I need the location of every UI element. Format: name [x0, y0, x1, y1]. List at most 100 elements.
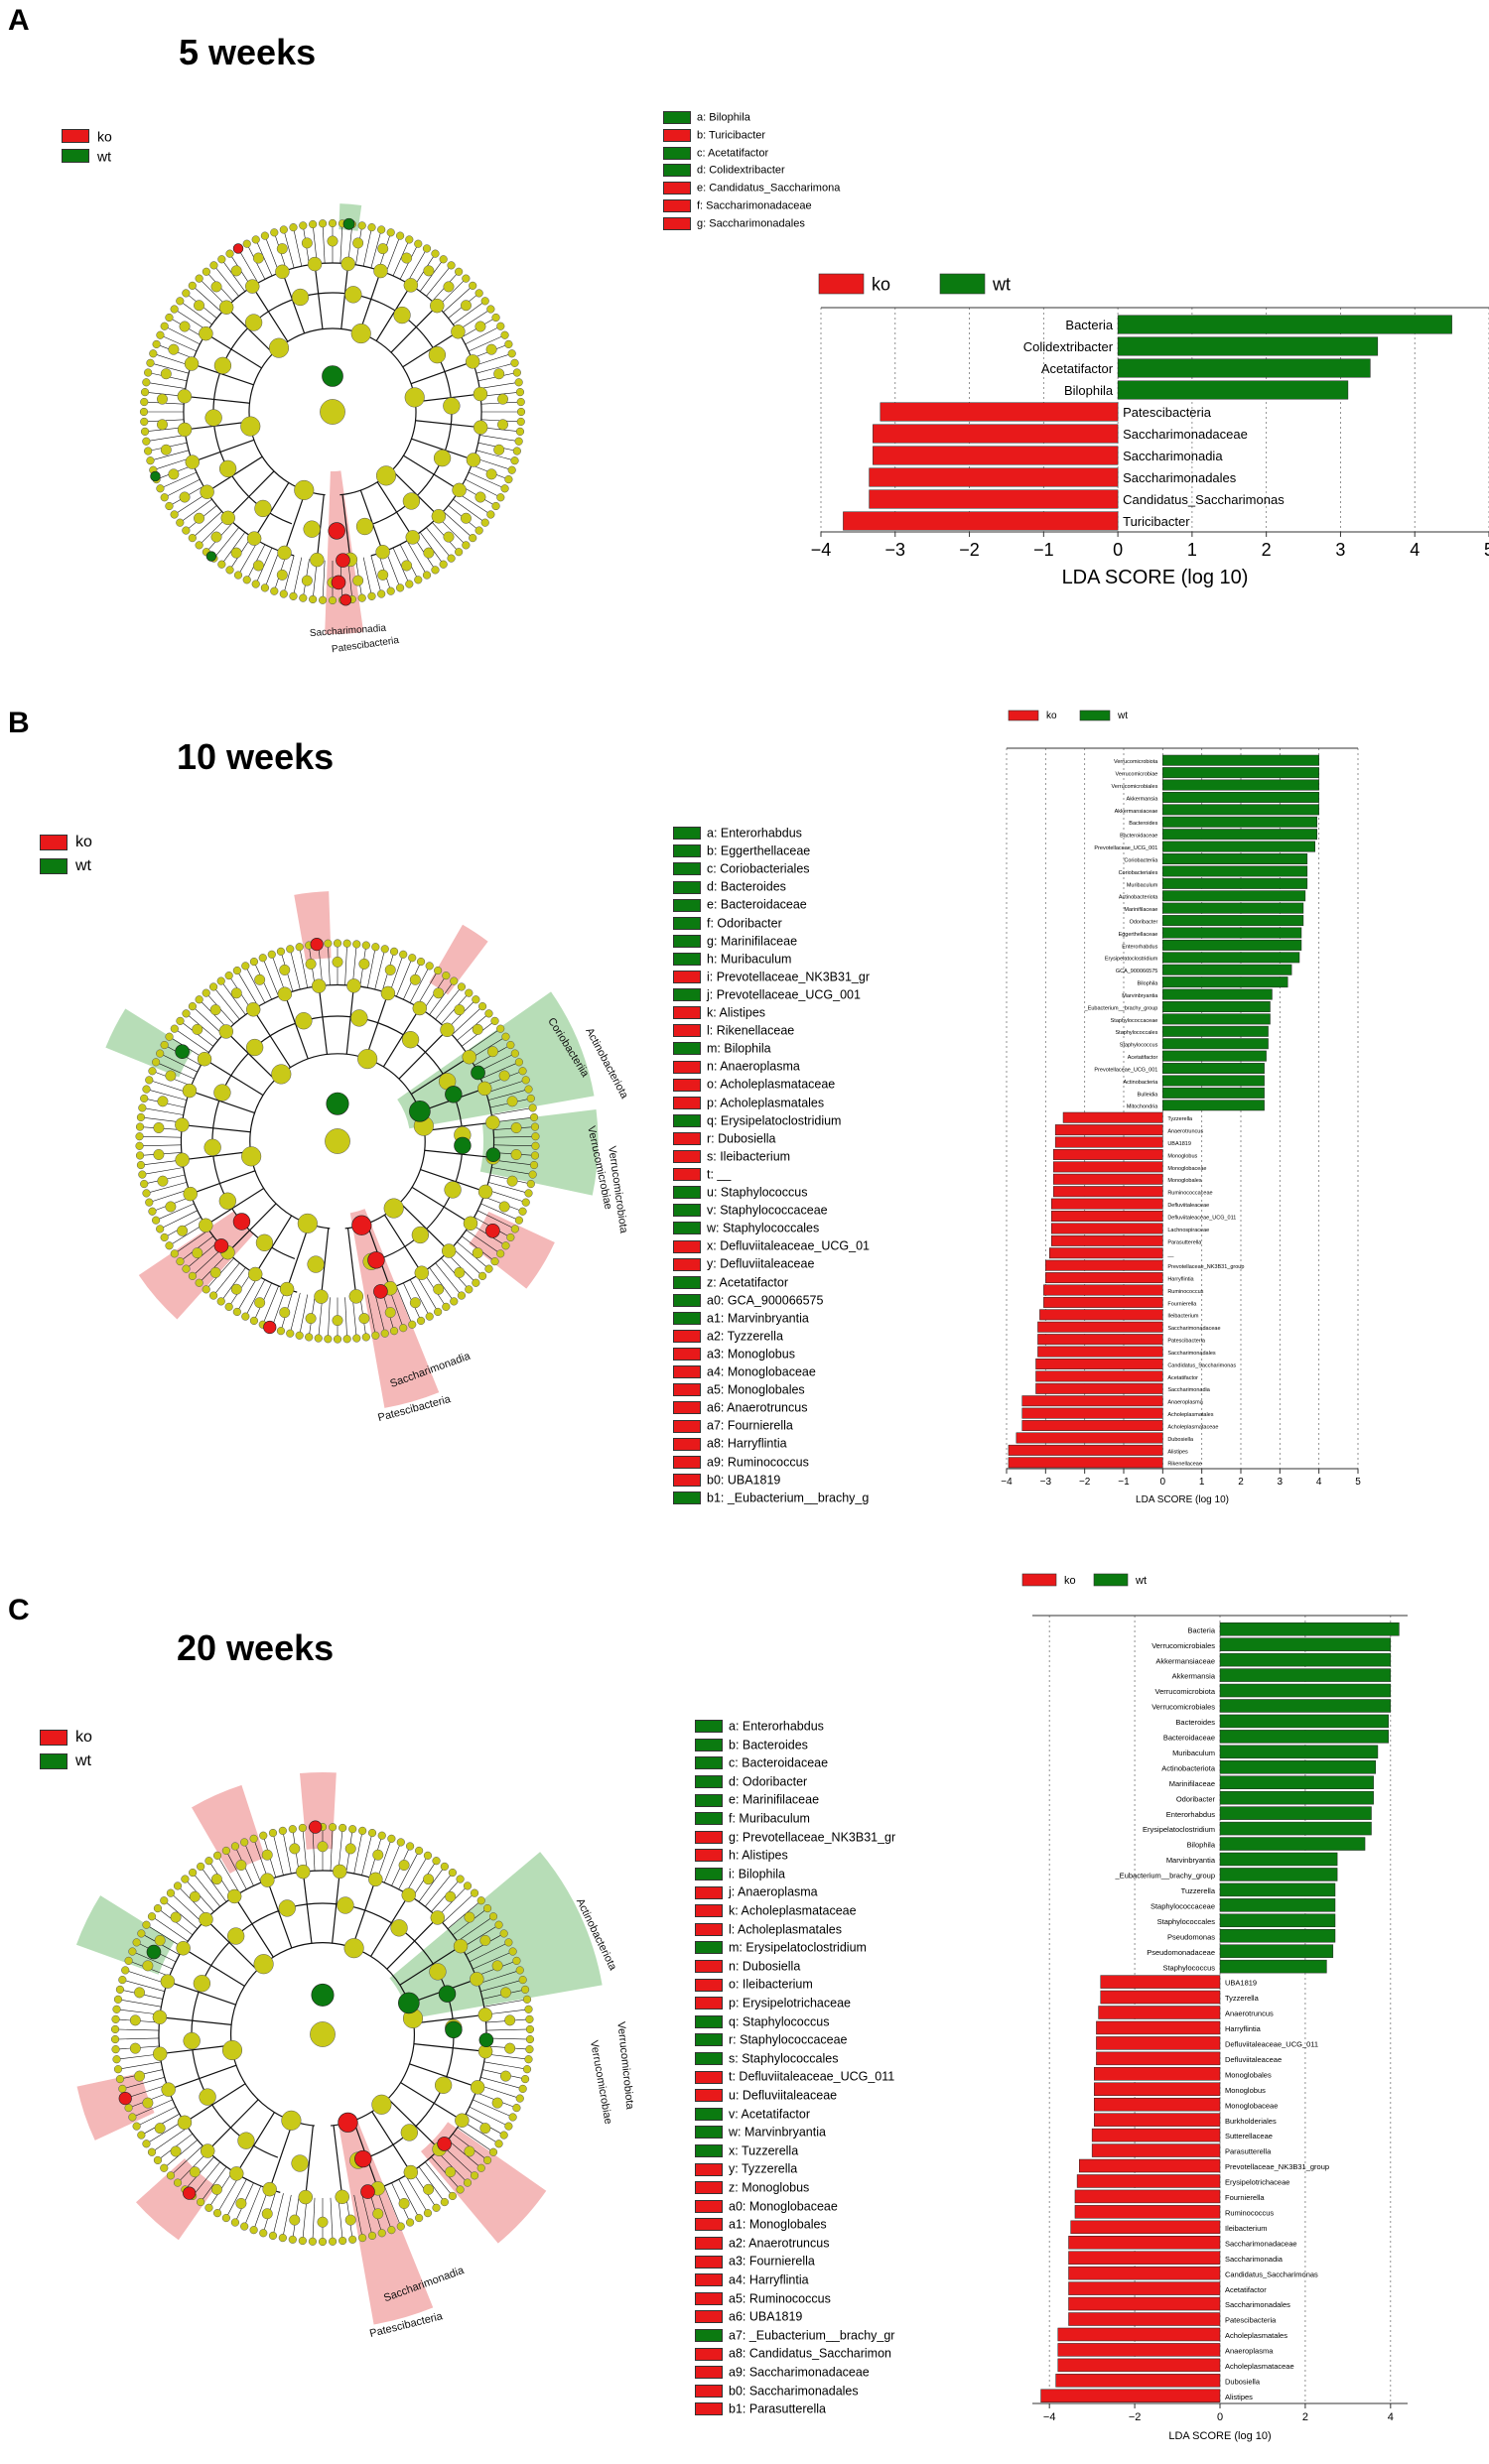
legend-swatch [695, 2347, 723, 2361]
lda-bar-label: Acholeplasmatales [1225, 2331, 1287, 2340]
tree-node [175, 1152, 190, 1168]
tree-node [367, 223, 376, 232]
lda-tick-label: −2 [959, 540, 980, 560]
tree-node [324, 1335, 333, 1344]
lda-bar [1162, 853, 1308, 864]
legend-swatch [695, 2402, 723, 2416]
lda-bar-label: UBA1819 [1225, 1979, 1257, 1988]
tree-node [398, 1860, 410, 1872]
tree-spoke [189, 1090, 255, 1114]
tree-node [233, 571, 243, 580]
tree-node [199, 1218, 213, 1233]
panel-letter-b: B [8, 707, 30, 739]
tree-node [496, 1249, 505, 1258]
tree-node [240, 1838, 249, 1847]
tree-node [261, 1849, 273, 1861]
taxa-legend-item: i: Prevotellaceae_NK3B31_gr [673, 970, 870, 984]
tree-spoke [475, 362, 515, 374]
tree-node [142, 1085, 151, 1094]
taxa-legend-label: l: Rikenellaceae [707, 1023, 795, 1038]
tree-spoke [398, 1029, 448, 1080]
tree-node [189, 1868, 198, 1878]
tree-node [160, 368, 172, 380]
tree-spoke [333, 2125, 343, 2197]
tree-node [455, 267, 464, 276]
tree-spoke [322, 560, 326, 600]
tree-node [173, 2178, 183, 2187]
tree-node [399, 950, 408, 959]
tree-spoke [442, 1892, 475, 1923]
biomarker-node [326, 1092, 349, 1115]
biomarker-node [118, 2091, 132, 2106]
legend-swatch [673, 1401, 701, 1415]
tree-spoke [396, 958, 413, 997]
tree-node [383, 1198, 404, 1219]
lda-bar-label: Bacteria [1065, 318, 1113, 332]
tree-spoke [254, 1215, 293, 1275]
tree-spoke [192, 1005, 223, 1035]
tree-node [499, 1987, 511, 1999]
tree-node [450, 976, 459, 985]
lda-tick-label: 1 [1199, 1477, 1205, 1488]
tree-node [518, 1207, 527, 1216]
tree-node [165, 1032, 174, 1041]
tree-node [160, 322, 169, 330]
tree-node [305, 1313, 317, 1325]
tree-spoke [192, 511, 222, 539]
tree-node [140, 1179, 149, 1189]
tree-node [145, 1076, 154, 1085]
lda-tick-label: 2 [1262, 540, 1272, 560]
lda-bar [1098, 2006, 1221, 2019]
lda-bar-label: Sutterellaceae [1225, 2132, 1273, 2140]
lda-legend-swatch [939, 273, 986, 295]
tree-node [303, 520, 321, 538]
lda-bar-label: Prevotellaceae_NK3B31_group [1225, 2162, 1329, 2171]
tree-node [525, 2045, 534, 2054]
lda-tick-label: −4 [811, 540, 832, 560]
lda-bar [873, 446, 1119, 465]
tree-node [515, 1966, 524, 1975]
lda-bar-label: Monoglobales [1167, 1178, 1201, 1184]
tree-node [377, 569, 389, 581]
tree-node [348, 2235, 357, 2244]
tree-node [335, 2189, 349, 2205]
tree-node [237, 2132, 255, 2149]
taxa-legend-item: a7: Fournierella [673, 1418, 793, 1433]
tree-node [179, 491, 191, 503]
taxa-legend-item: w: Staphylococcales [673, 1221, 819, 1235]
tree-node [524, 1189, 533, 1198]
tree-node [270, 228, 279, 237]
lda-bar [1162, 779, 1319, 791]
tree-node [514, 1058, 524, 1067]
tree-node [118, 1975, 127, 1985]
tree-node [508, 2113, 517, 2122]
tree-node [311, 978, 327, 993]
tree-node [477, 1271, 487, 1280]
lda-bar-label: Defluviitaleaceae_UCG_011 [1167, 1215, 1236, 1221]
legend-swatch [695, 1756, 723, 1770]
tree-node [279, 1307, 291, 1319]
tree-spoke [284, 993, 309, 1060]
tree-node [146, 358, 155, 367]
taxa-legend-label: y: Tyzzerella [729, 2162, 798, 2177]
taxa-legend-item: l: Rikenellaceae [673, 1023, 795, 1038]
legend-swatch [663, 216, 691, 230]
biomarker-node [175, 1044, 190, 1059]
tree-spoke [289, 1292, 301, 1334]
tree-spoke [426, 265, 452, 297]
lda-bar [1094, 2082, 1221, 2096]
taxa-legend-item: l: Acholeplasmatales [695, 1922, 842, 1936]
tree-spoke [220, 980, 246, 1015]
taxa-legend-item: a9: Saccharimonadaceae [695, 2365, 870, 2380]
lda-bar [1008, 1457, 1163, 1469]
legend-swatch [695, 1922, 723, 1936]
tree-spoke [475, 450, 515, 461]
tree-node [497, 419, 509, 431]
taxa-legend-item: y: Defluviitaleaceae [673, 1256, 814, 1271]
tree-spoke [282, 1830, 292, 1875]
tree-node [197, 2197, 205, 2207]
tree-node [432, 1857, 441, 1866]
tree-node [441, 1243, 457, 1258]
tree-node [156, 484, 165, 493]
tree-node [520, 1985, 530, 1995]
